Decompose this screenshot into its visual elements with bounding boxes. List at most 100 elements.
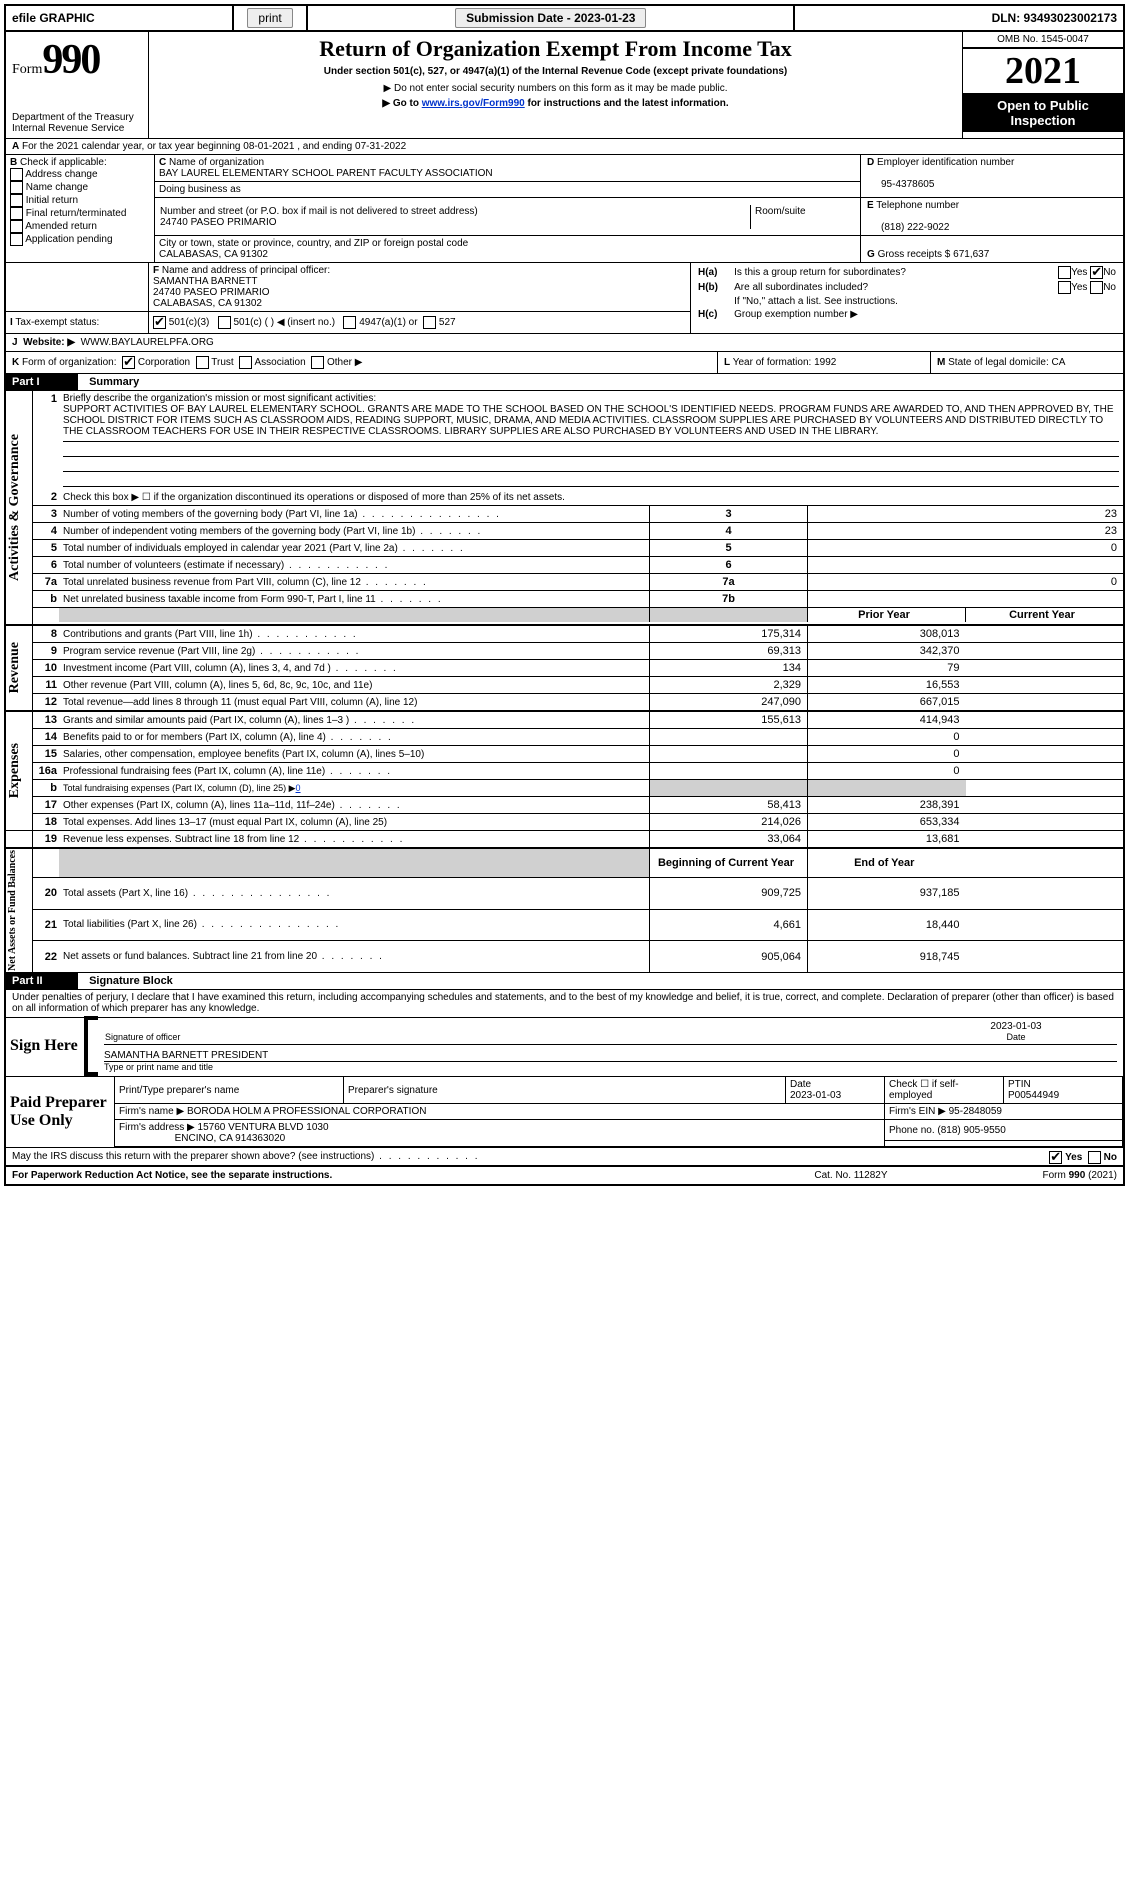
trust-checkbox[interactable]	[196, 356, 209, 369]
a-line-text: For the 2021 calendar year, or tax year …	[22, 141, 406, 152]
ha-no-checkbox[interactable]	[1090, 266, 1103, 279]
final-return-checkbox[interactable]	[10, 207, 23, 220]
val-4: 23	[808, 523, 1124, 540]
omb-label: OMB No. 1545-0047	[963, 32, 1123, 48]
c9: 342,370	[808, 643, 966, 660]
sidebar-revenue: Revenue	[7, 642, 23, 693]
top-bar: efile GRAPHIC print Submission Date - 20…	[6, 6, 1123, 32]
app-pending-checkbox[interactable]	[10, 233, 23, 246]
opt-final: Final return/terminated	[26, 208, 127, 219]
line-16b-pre: Total fundraising expenses (Part IX, col…	[63, 783, 296, 793]
k-assoc: Association	[255, 357, 306, 368]
street-addr: 24740 PASEO PRIMARIO	[160, 217, 277, 228]
mission-label: Briefly describe the organization's miss…	[63, 393, 376, 404]
line-18: Total expenses. Add lines 13–17 (must eq…	[63, 817, 387, 828]
col-beginning: Beginning of Current Year	[650, 848, 808, 877]
i-527: 527	[439, 317, 456, 328]
opt-addr-change: Address change	[25, 169, 97, 180]
form-title: Return of Organization Exempt From Incom…	[159, 36, 952, 62]
val-3: 23	[808, 506, 1124, 523]
paid-preparer-label: Paid Preparer Use Only	[6, 1077, 115, 1147]
pra-notice: For Paperwork Reduction Act Notice, see …	[6, 1166, 765, 1184]
j-label: Website: ▶	[23, 337, 75, 348]
firm-addr2: ENCINO, CA 914363020	[175, 1133, 286, 1144]
tax-year: 2021	[963, 48, 1123, 94]
firm-name: BORODA HOLM A PROFESSIONAL CORPORATION	[187, 1106, 427, 1117]
g-label: Gross receipts $	[878, 249, 951, 260]
gross-receipts: 671,637	[953, 249, 989, 260]
c10: 79	[808, 660, 966, 677]
signature-bracket-icon	[86, 1018, 98, 1075]
col-prior: Prior Year	[808, 608, 966, 623]
p9: 69,313	[650, 643, 808, 660]
firm-phone-label: Phone no.	[889, 1125, 935, 1136]
preparer-block: Paid Preparer Use Only Print/Type prepar…	[6, 1076, 1123, 1147]
discuss-no-checkbox[interactable]	[1088, 1151, 1101, 1164]
line-8: Contributions and grants (Part VIII, lin…	[63, 629, 253, 640]
line-16b-val[interactable]: 0	[296, 783, 301, 793]
irs-link[interactable]: www.irs.gov/Form990	[422, 98, 525, 109]
ptin-label: PTIN	[1008, 1079, 1031, 1090]
footer-form-word: Form	[1043, 1170, 1069, 1181]
subtitle-3: ▶ Go to www.irs.gov/Form990 for instruct…	[159, 98, 952, 109]
addr-change-checkbox[interactable]	[10, 168, 23, 181]
perjury-text: Under penalties of perjury, I declare th…	[6, 989, 1123, 1016]
501c-checkbox[interactable]	[218, 316, 231, 329]
line-7a: Total unrelated business revenue from Pa…	[63, 577, 361, 588]
line-15: Salaries, other compensation, employee b…	[63, 749, 424, 760]
tax-year-line: A For the 2021 calendar year, or tax yea…	[6, 138, 1123, 154]
subtitle-1: Under section 501(c), 527, or 4947(a)(1)…	[159, 66, 952, 77]
p13: 155,613	[650, 711, 808, 729]
m-label: State of legal domicile:	[948, 357, 1049, 368]
officer-addr2: CALABASAS, CA 91302	[153, 298, 262, 309]
i-501c3: 501(c)(3)	[169, 317, 210, 328]
officer-name: SAMANTHA BARNETT	[153, 276, 257, 287]
hb-yes: Yes	[1071, 282, 1087, 293]
4947-checkbox[interactable]	[343, 316, 356, 329]
k-trust: Trust	[211, 357, 233, 368]
c11: 16,553	[808, 677, 966, 694]
corp-checkbox[interactable]	[122, 356, 135, 369]
ha-yes-checkbox[interactable]	[1058, 266, 1071, 279]
print-button[interactable]: print	[247, 8, 292, 28]
sig-date-label: Date	[1006, 1032, 1025, 1042]
c-name-label: Name of organization	[169, 157, 264, 168]
line-17: Other expenses (Part IX, column (A), lin…	[63, 800, 335, 811]
line-10: Investment income (Part VIII, column (A)…	[63, 663, 331, 674]
footer-form-year: (2021)	[1085, 1170, 1117, 1181]
initial-return-checkbox[interactable]	[10, 194, 23, 207]
other-checkbox[interactable]	[311, 356, 324, 369]
hb-no-checkbox[interactable]	[1090, 281, 1103, 294]
527-checkbox[interactable]	[423, 316, 436, 329]
sig-officer-label: Signature of officer	[105, 1032, 180, 1042]
website-row: J Website: ▶ WWW.BAYLAURELPFA.ORG	[6, 333, 1123, 351]
ein-value: 95-4378605	[867, 179, 934, 190]
submission-date-button[interactable]: Submission Date - 2023-01-23	[455, 8, 646, 28]
name-change-checkbox[interactable]	[10, 181, 23, 194]
amended-checkbox[interactable]	[10, 220, 23, 233]
c16a: 0	[808, 763, 966, 780]
addr-label: Number and street (or P.O. box if mail i…	[160, 206, 478, 217]
line-11: Other revenue (Part VIII, column (A), li…	[63, 680, 372, 691]
p19: 33,064	[650, 831, 808, 849]
sign-here-label: Sign Here	[6, 1018, 86, 1075]
hb-yes-checkbox[interactable]	[1058, 281, 1071, 294]
sidebar-expenses: Expenses	[7, 743, 23, 798]
c18: 653,334	[808, 814, 966, 831]
discuss-yes-checkbox[interactable]	[1049, 1151, 1062, 1164]
sidebar-governance: Activities & Governance	[7, 434, 23, 581]
e-label: Telephone number	[876, 200, 959, 211]
assoc-checkbox[interactable]	[239, 356, 252, 369]
p11: 2,329	[650, 677, 808, 694]
sig-name-label: Type or print name and title	[104, 1062, 1117, 1072]
klm-row: K Form of organization: Corporation Trus…	[6, 351, 1123, 373]
line-9: Program service revenue (Part VIII, line…	[63, 646, 255, 657]
c14: 0	[808, 729, 966, 746]
part2-bar: Part II	[6, 973, 78, 989]
501c3-checkbox[interactable]	[153, 316, 166, 329]
irs-label: Internal Revenue Service	[12, 123, 142, 134]
val-7b	[808, 591, 1124, 608]
p14	[650, 729, 808, 746]
i-4947: 4947(a)(1) or	[359, 317, 417, 328]
opt-initial: Initial return	[26, 195, 78, 206]
